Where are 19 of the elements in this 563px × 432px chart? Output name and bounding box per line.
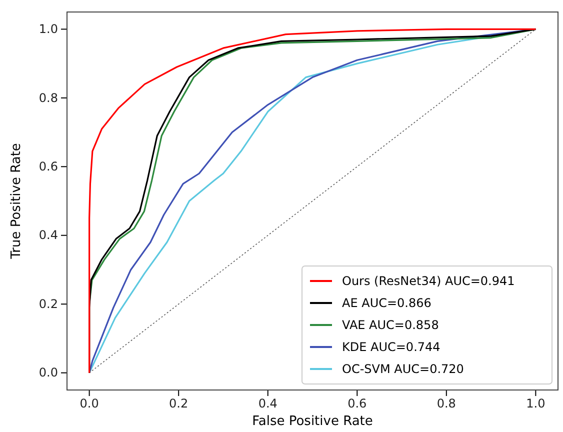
legend-label: AE AUC=0.866 <box>342 296 432 310</box>
y-tick-label: 0.2 <box>38 296 58 311</box>
y-tick-label: 0.6 <box>38 159 58 174</box>
x-tick-label: 0.6 <box>348 396 367 411</box>
x-tick-label: 0.8 <box>436 396 456 411</box>
y-tick-label: 0.0 <box>38 366 58 380</box>
y-tick-label: 1.0 <box>38 22 58 36</box>
x-tick-label: 1.0 <box>526 396 546 411</box>
y-tick-label: 0.4 <box>38 228 58 242</box>
x-axis-title: False Positive Rate <box>252 414 373 429</box>
legend-label: OC-SVM AUC=0.720 <box>342 362 464 376</box>
x-tick-label: 0.2 <box>169 396 188 411</box>
x-tick-label: 0.0 <box>80 396 99 411</box>
legend-label: Ours (ResNet34) AUC=0.941 <box>342 274 515 288</box>
legend-label: KDE AUC=0.744 <box>342 340 440 354</box>
y-axis-title: True Positive Rate <box>9 143 24 260</box>
y-tick-label: 0.8 <box>38 90 58 105</box>
legend-label: VAE AUC=0.858 <box>342 318 439 332</box>
x-tick-label: 0.4 <box>258 396 278 411</box>
